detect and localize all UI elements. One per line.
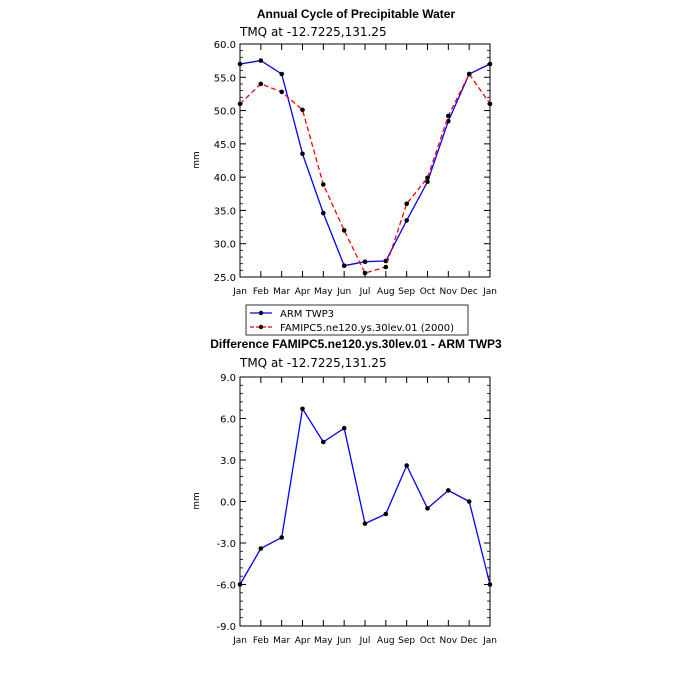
data-point bbox=[237, 61, 243, 67]
data-point bbox=[237, 101, 243, 107]
chart-subtitle: TMQ at -12.7225,131.25 bbox=[239, 25, 387, 39]
y-tick-label: 25.0 bbox=[214, 273, 236, 284]
data-point bbox=[362, 270, 368, 276]
y-tick-label: 3.0 bbox=[220, 456, 236, 467]
annual-cycle-chart: Annual Cycle of Precipitable Water TMQ a… bbox=[192, 7, 497, 297]
legend-marker-model bbox=[258, 324, 264, 330]
x-tick-label: Apr bbox=[295, 287, 311, 297]
data-point bbox=[300, 406, 305, 412]
data-point bbox=[425, 506, 430, 511]
data-point bbox=[404, 463, 410, 468]
data-point bbox=[321, 439, 326, 445]
y-tick-label: 30.0 bbox=[214, 240, 236, 251]
legend-label-arm: ARM TWP3 bbox=[280, 309, 334, 320]
data-point bbox=[321, 210, 326, 216]
data-point bbox=[446, 113, 451, 119]
data-point bbox=[425, 175, 430, 181]
legend-marker-arm bbox=[258, 310, 264, 316]
data-point bbox=[279, 535, 285, 540]
series-line-0 bbox=[239, 59, 491, 267]
chart-subtitle: TMQ at -12.7225,131.25 bbox=[239, 356, 387, 370]
y-tick-label: 50.0 bbox=[214, 107, 236, 118]
data-point bbox=[487, 101, 493, 107]
x-tick-label: Sep bbox=[398, 636, 415, 646]
series-line-1 bbox=[239, 72, 491, 274]
data-point bbox=[300, 151, 305, 157]
data-point bbox=[383, 511, 389, 517]
y-tick-label: -9.0 bbox=[216, 622, 236, 633]
x-tick-label: Jan bbox=[482, 287, 497, 297]
x-tick-label: Jan bbox=[232, 287, 247, 297]
x-tick-label: Jun bbox=[336, 636, 351, 646]
data-point bbox=[237, 582, 243, 587]
y-tick-label: 6.0 bbox=[220, 415, 236, 426]
x-tick-label: May bbox=[314, 287, 333, 297]
x-tick-label: Feb bbox=[253, 287, 269, 297]
x-tick-label: Oct bbox=[420, 287, 436, 297]
chart-title: Difference FAMIPC5.ne120.ys.30lev.01 - A… bbox=[210, 337, 502, 351]
data-point bbox=[404, 218, 410, 223]
data-point bbox=[341, 263, 347, 269]
y-tick-label: 35.0 bbox=[214, 206, 236, 217]
x-tick-label: Dec bbox=[460, 287, 477, 297]
y-axis-label: mm bbox=[192, 492, 202, 510]
data-point bbox=[404, 201, 410, 207]
difference-chart: Difference FAMIPC5.ne120.ys.30lev.01 - A… bbox=[192, 337, 502, 646]
x-tick-label: Feb bbox=[253, 636, 269, 646]
data-point bbox=[362, 259, 368, 265]
chart-title: Annual Cycle of Precipitable Water bbox=[257, 7, 456, 21]
y-tick-label: 0.0 bbox=[220, 498, 236, 509]
y-axis-label: mm bbox=[192, 151, 202, 169]
y-tick-label: -3.0 bbox=[216, 539, 236, 550]
y-tick-label: 9.0 bbox=[220, 373, 236, 384]
data-point bbox=[341, 228, 347, 233]
y-tick-label: 40.0 bbox=[214, 173, 236, 184]
x-tick-label: Aug bbox=[377, 636, 395, 646]
data-point bbox=[466, 71, 472, 77]
data-point bbox=[446, 488, 451, 493]
x-tick-label: Apr bbox=[295, 636, 311, 646]
x-tick-label: Jun bbox=[336, 287, 351, 297]
legend-label-model: FAMIPC5.ne120.ys.30lev.01 (2000) bbox=[280, 323, 454, 334]
plot-frame bbox=[239, 376, 491, 627]
x-tick-label: Dec bbox=[460, 636, 477, 646]
legend: ARM TWP3 FAMIPC5.ne120.ys.30lev.01 (2000… bbox=[245, 304, 469, 336]
series-line-0 bbox=[239, 406, 491, 585]
x-tick-label: Jul bbox=[359, 287, 371, 297]
x-tick-label: Nov bbox=[440, 636, 458, 646]
plot-frame bbox=[239, 43, 491, 278]
data-point bbox=[487, 582, 493, 587]
data-point bbox=[258, 81, 264, 87]
x-tick-label: Nov bbox=[440, 287, 458, 297]
x-tick-label: Mar bbox=[273, 287, 290, 297]
data-point bbox=[425, 179, 430, 185]
y-tick-label: 60.0 bbox=[214, 40, 236, 51]
data-point bbox=[383, 264, 389, 270]
x-tick-label: Mar bbox=[273, 636, 290, 646]
x-tick-label: Oct bbox=[420, 636, 436, 646]
data-point bbox=[362, 521, 368, 526]
data-point bbox=[258, 58, 264, 63]
y-tick-label: 55.0 bbox=[214, 73, 236, 84]
data-point bbox=[487, 61, 493, 67]
data-point bbox=[258, 546, 264, 551]
x-tick-label: Jan bbox=[232, 636, 247, 646]
data-point bbox=[466, 499, 472, 504]
legend-box bbox=[245, 304, 469, 336]
x-tick-label: May bbox=[314, 636, 333, 646]
data-point bbox=[279, 71, 285, 77]
data-point bbox=[279, 89, 285, 95]
x-tick-label: Jan bbox=[482, 636, 497, 646]
y-tick-label: -6.0 bbox=[216, 581, 236, 592]
x-tick-label: Jul bbox=[359, 636, 371, 646]
data-point bbox=[341, 425, 347, 431]
x-tick-label: Sep bbox=[398, 287, 415, 297]
data-point bbox=[321, 182, 326, 187]
x-tick-label: Aug bbox=[377, 287, 395, 297]
data-point bbox=[300, 107, 305, 113]
y-tick-label: 45.0 bbox=[214, 140, 236, 151]
